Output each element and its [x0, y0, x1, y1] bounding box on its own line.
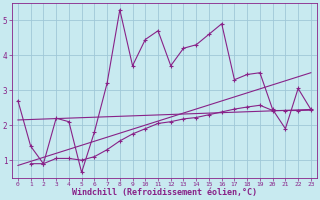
X-axis label: Windchill (Refroidissement éolien,°C): Windchill (Refroidissement éolien,°C) — [72, 188, 257, 197]
